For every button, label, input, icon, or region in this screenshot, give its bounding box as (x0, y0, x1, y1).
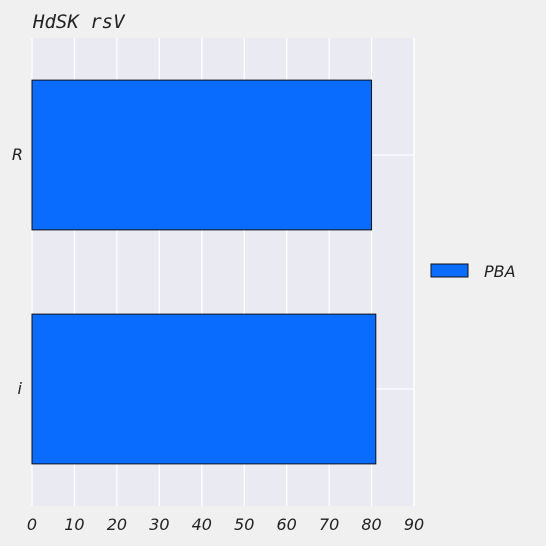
bar-R (31, 79, 373, 231)
x-tick-label-50: 50 (234, 515, 254, 534)
y-tick-label-i: i (18, 379, 23, 398)
bar-i (31, 313, 377, 465)
x-tick-label-60: 60 (276, 515, 296, 534)
y-tick-label-R: R (12, 145, 23, 164)
legend-label-pba: PBA (484, 262, 516, 281)
legend-swatch-pba (430, 263, 469, 278)
x-tick-label-30: 30 (149, 515, 169, 534)
x-tick-label-40: 40 (192, 515, 212, 534)
chart-title: HdSK rsV (32, 11, 126, 33)
bars (31, 79, 377, 465)
x-tick-label-0: 0 (27, 515, 37, 534)
x-tick-label-90: 90 (404, 515, 424, 534)
x-axis-ticks: 0 10 20 30 40 50 60 70 80 90 (27, 515, 424, 534)
x-tick-label-10: 10 (64, 515, 84, 534)
y-axis-ticks: Ri (12, 145, 23, 398)
x-tick-label-80: 80 (361, 515, 381, 534)
x-tick-label-20: 20 (107, 515, 127, 534)
legend: PBA (430, 262, 516, 281)
x-tick-label-70: 70 (319, 515, 339, 534)
